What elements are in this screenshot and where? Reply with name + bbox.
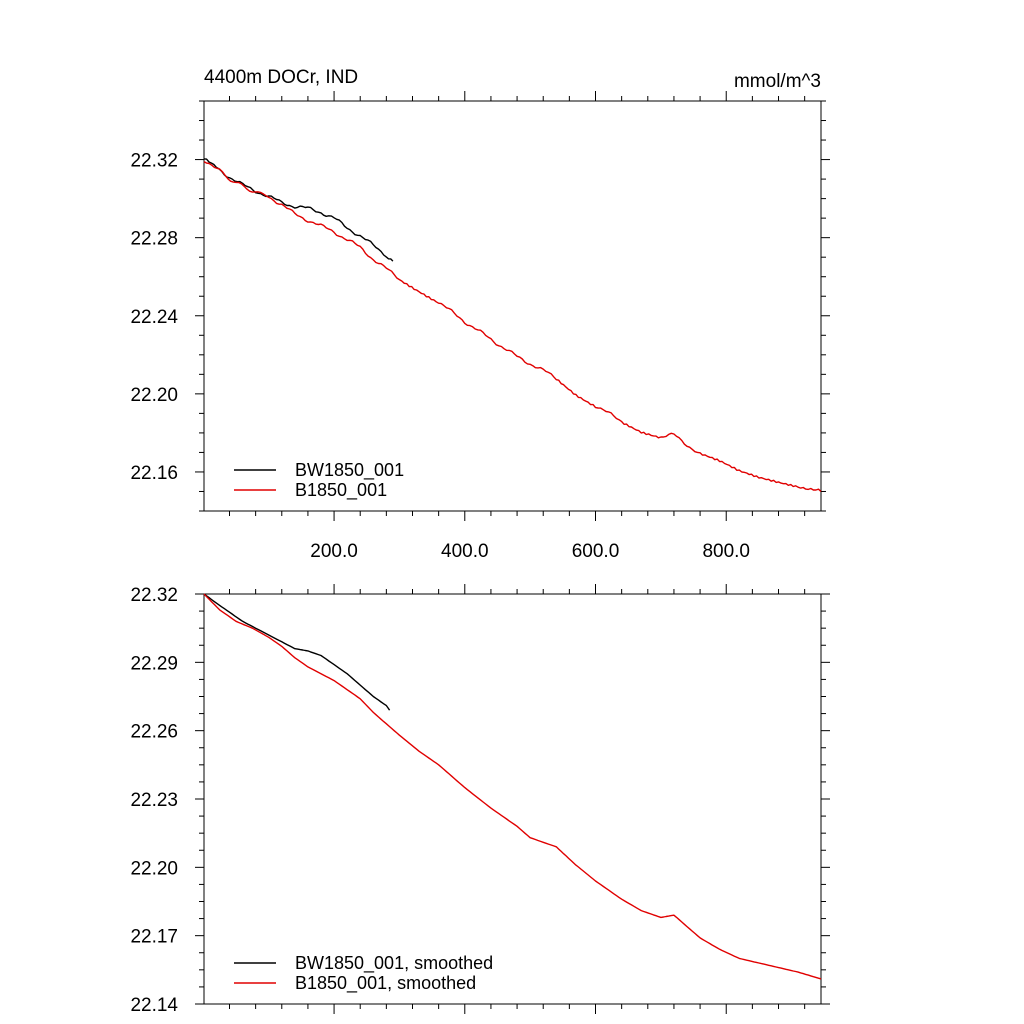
top-plot-frame — [203, 100, 822, 512]
y-tick-label: 22.32 — [130, 585, 178, 606]
y-tick-label: 22.29 — [130, 653, 178, 674]
x-tick-label: 200.0 — [310, 541, 358, 562]
series-line-b1850-001 — [203, 160, 822, 493]
bottom-panel: 22.32 22.29 22.26 22.23 22.20 22.17 22.14 BW18… — [130, 584, 830, 1016]
x-tick-label: 800.0 — [702, 541, 750, 562]
legend-label-bw1850: BW1850_001 — [295, 460, 404, 481]
top-panel-units: mmol/m^3 — [734, 71, 821, 92]
y-tick-label: 22.24 — [130, 307, 178, 328]
series-line-bw1850-001-smoothed — [203, 593, 391, 711]
top-panel-title: 4400m DOCr, IND — [204, 67, 358, 88]
series-line-bw1850-001 — [203, 158, 394, 262]
series-line-b1850-001-smoothed — [203, 593, 822, 980]
legend-label-b1850-smoothed: B1850_001, smoothed — [295, 973, 476, 994]
top-x-tick-labels: 200.0 400.0 600.0 800.0 — [310, 541, 750, 562]
y-tick-label: 22.23 — [130, 790, 178, 811]
y-tick-label: 22.26 — [130, 722, 178, 743]
x-tick-label: 600.0 — [572, 541, 620, 562]
bottom-axis-ticks — [195, 584, 830, 1014]
y-tick-label: 22.20 — [130, 858, 178, 879]
top-y-tick-labels: 22.32 22.28 22.24 22.20 22.16 — [130, 151, 178, 484]
bottom-y-tick-labels: 22.32 22.29 22.26 22.23 22.20 22.17 22.14 — [130, 585, 178, 1016]
bottom-legend: BW1850_001, smoothed B1850_001, smoothed — [234, 953, 493, 994]
top-series-lines — [203, 158, 822, 493]
y-tick-label: 22.28 — [130, 229, 178, 250]
y-tick-label: 22.17 — [130, 927, 178, 948]
bottom-series-lines — [203, 593, 822, 980]
x-tick-label: 400.0 — [441, 541, 489, 562]
top-panel: 22.32 22.28 22.24 22.20 22.16 200.0 400.0 600.… — [130, 67, 830, 562]
y-tick-label: 22.14 — [130, 995, 178, 1016]
top-axis-ticks — [195, 91, 830, 521]
y-tick-label: 22.32 — [130, 151, 178, 172]
legend-label-b1850: B1850_001 — [295, 480, 387, 501]
bottom-plot-frame — [203, 593, 822, 1005]
y-tick-label: 22.16 — [130, 463, 178, 484]
legend-label-bw1850-smoothed: BW1850_001, smoothed — [295, 953, 493, 974]
y-tick-label: 22.20 — [130, 385, 178, 406]
top-legend: BW1850_001 B1850_001 — [234, 460, 404, 501]
